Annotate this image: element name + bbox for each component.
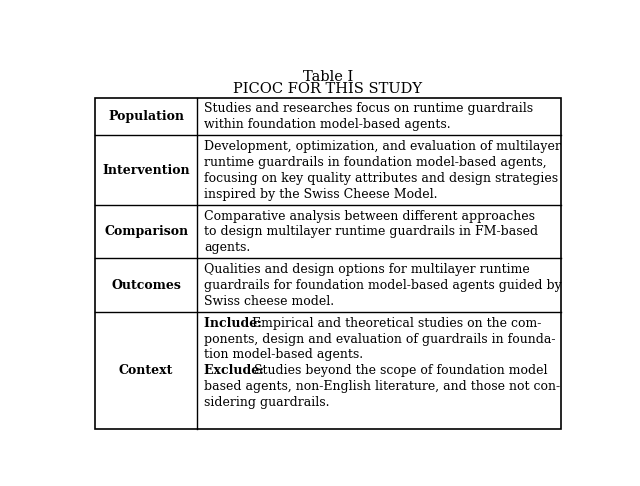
Text: sidering guardrails.: sidering guardrails.: [204, 396, 330, 409]
Text: focusing on key quality attributes and design strategies: focusing on key quality attributes and d…: [204, 172, 558, 185]
Text: Outcomes: Outcomes: [111, 278, 181, 292]
Text: Context: Context: [119, 364, 173, 377]
Text: Comparative analysis between different approaches: Comparative analysis between different a…: [204, 209, 535, 223]
Bar: [95, 98, 561, 429]
Text: within foundation model-based agents.: within foundation model-based agents.: [204, 118, 451, 131]
Text: to design multilayer runtime guardrails in FM-based: to design multilayer runtime guardrails …: [204, 226, 538, 239]
Text: Empirical and theoretical studies on the com-: Empirical and theoretical studies on the…: [252, 317, 541, 330]
Text: Exclude:: Exclude:: [204, 364, 268, 377]
Text: agents.: agents.: [204, 241, 250, 254]
Text: Swiss cheese model.: Swiss cheese model.: [204, 295, 334, 308]
Text: Include:: Include:: [204, 317, 266, 330]
Text: runtime guardrails in foundation model-based agents,: runtime guardrails in foundation model-b…: [204, 156, 547, 169]
Text: Table I: Table I: [303, 70, 353, 84]
Text: inspired by the Swiss Cheese Model.: inspired by the Swiss Cheese Model.: [204, 188, 437, 201]
Text: Studies and researches focus on runtime guardrails: Studies and researches focus on runtime …: [204, 103, 533, 116]
Text: guardrails for foundation model-based agents guided by: guardrails for foundation model-based ag…: [204, 279, 562, 292]
Text: Intervention: Intervention: [102, 163, 190, 176]
Text: Qualities and design options for multilayer runtime: Qualities and design options for multila…: [204, 263, 530, 276]
Text: Studies beyond the scope of foundation model: Studies beyond the scope of foundation m…: [253, 364, 547, 377]
Text: PICOC FOR THIS STUDY: PICOC FOR THIS STUDY: [234, 82, 422, 96]
Text: Development, optimization, and evaluation of multilayer: Development, optimization, and evaluatio…: [204, 140, 561, 153]
Text: Comparison: Comparison: [104, 225, 188, 238]
Text: based agents, non-English literature, and those not con-: based agents, non-English literature, an…: [204, 380, 560, 393]
Text: ponents, design and evaluation of guardrails in founda-: ponents, design and evaluation of guardr…: [204, 332, 556, 346]
Text: tion model-based agents.: tion model-based agents.: [204, 348, 363, 362]
Text: Population: Population: [108, 110, 184, 123]
